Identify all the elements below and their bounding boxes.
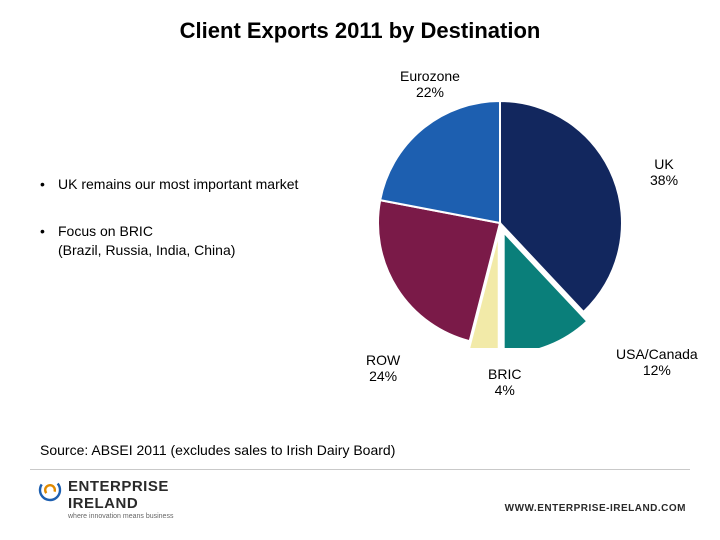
source-note: Source: ABSEI 2011 (excludes sales to Ir… bbox=[40, 442, 395, 458]
logo-tagline: where innovation means business bbox=[68, 513, 173, 520]
logo-text: ENTERPRISE IRELAND where innovation mean… bbox=[68, 478, 173, 520]
bullet-list: UK remains our most important market Foc… bbox=[40, 175, 310, 288]
slide-title: Client Exports 2011 by Destination bbox=[0, 18, 720, 44]
pie-label-row: ROW24% bbox=[366, 352, 400, 384]
slide: Client Exports 2011 by Destination UK re… bbox=[0, 0, 720, 540]
pie-label-usacanada: USA/Canada12% bbox=[616, 346, 698, 378]
logo-mark-icon bbox=[38, 478, 62, 502]
bullet-text: Focus on BRIC bbox=[58, 223, 153, 239]
bullet-text: (Brazil, Russia, India, China) bbox=[58, 242, 235, 258]
divider-line bbox=[30, 469, 690, 470]
pie-chart: UK38% USA/Canada12% BRIC4% ROW24% Eurozone22… bbox=[300, 68, 700, 398]
footer-url: WWW.ENTERPRISE-IRELAND.COM bbox=[505, 503, 686, 514]
pie-label-uk: UK38% bbox=[650, 156, 678, 188]
logo-line1: ENTERPRISE bbox=[68, 478, 173, 495]
bullet-item: Focus on BRIC (Brazil, Russia, India, Ch… bbox=[40, 222, 310, 260]
pie-label-eurozone: Eurozone22% bbox=[400, 68, 460, 100]
pie-svg bbox=[375, 98, 625, 348]
bullet-text: UK remains our most important market bbox=[58, 176, 298, 192]
pie-label-bric: BRIC4% bbox=[488, 366, 521, 398]
enterprise-ireland-logo: ENTERPRISE IRELAND where innovation mean… bbox=[38, 478, 173, 520]
bullet-item: UK remains our most important market bbox=[40, 175, 310, 194]
logo-line2: IRELAND bbox=[68, 495, 173, 512]
